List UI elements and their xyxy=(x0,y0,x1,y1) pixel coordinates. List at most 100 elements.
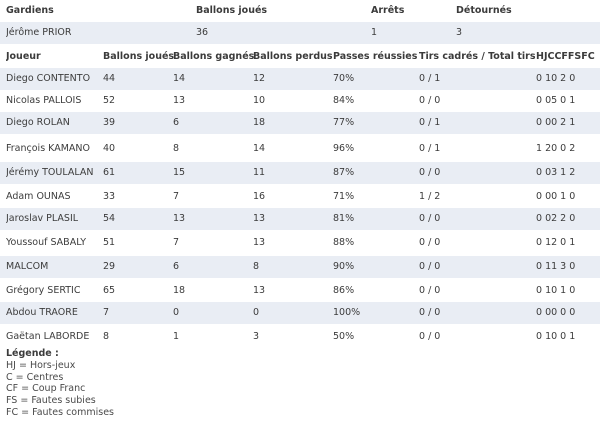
player-name: Abdou TRAORE xyxy=(6,307,78,318)
player-codes: 0 02 2 0 xyxy=(536,213,576,224)
player-codes: 0 00 1 0 xyxy=(536,191,576,202)
player-balls-won: 15 xyxy=(173,167,186,178)
col-header-detournes: Détournés xyxy=(456,5,512,16)
player-name: Jérémy TOULALAN xyxy=(6,167,94,178)
player-passes: 90% xyxy=(333,261,355,272)
player-balls-won: 7 xyxy=(173,237,180,248)
player-balls-won: 13 xyxy=(173,95,186,106)
legend-item: FS = Fautes subies xyxy=(6,395,96,407)
player-shots: 0 / 1 xyxy=(419,117,441,128)
player-shots: 0 / 0 xyxy=(419,213,441,224)
col-header-ballons-joues: Ballons joués xyxy=(196,5,268,16)
col-header-gardiens: Gardiens xyxy=(6,5,54,16)
players-header-row: Joueur Ballons joués Ballons gagnés Ball… xyxy=(0,46,600,68)
player-row: Jérémy TOULALAN 61 15 11 87% 0 / 0 0 03 … xyxy=(0,162,600,184)
col-header-joueur: Joueur xyxy=(6,51,41,62)
player-name: Grégory SERTIC xyxy=(6,285,81,296)
player-shots: 0 / 1 xyxy=(419,73,441,84)
player-codes: 0 11 3 0 xyxy=(536,261,576,272)
player-passes: 71% xyxy=(333,191,355,202)
player-codes: 0 05 0 1 xyxy=(536,95,576,106)
player-passes: 88% xyxy=(333,237,355,248)
player-shots: 0 / 0 xyxy=(419,285,441,296)
player-balls-lost: 14 xyxy=(253,143,266,154)
player-passes: 96% xyxy=(333,143,355,154)
player-row: MALCOM 29 6 8 90% 0 / 0 0 11 3 0 xyxy=(0,256,600,278)
player-balls-played: 65 xyxy=(103,285,116,296)
legend-item: HJ = Hors-jeux xyxy=(6,359,76,371)
goalkeeper-balls-played: 36 xyxy=(196,27,209,38)
player-passes: 81% xyxy=(333,213,355,224)
player-row: Nicolas PALLOIS 52 13 10 84% 0 / 0 0 05 … xyxy=(0,90,600,112)
player-balls-lost: 13 xyxy=(253,213,266,224)
player-balls-won: 7 xyxy=(173,191,180,202)
legend-item: C = Centres xyxy=(6,371,64,383)
player-balls-played: 54 xyxy=(103,213,116,224)
player-row: Diego ROLAN 39 6 18 77% 0 / 1 0 00 2 1 xyxy=(0,112,600,134)
player-name: Diego CONTENTO xyxy=(6,73,91,84)
player-balls-lost: 11 xyxy=(253,167,266,178)
player-row: Gaëtan LABORDE 8 1 3 50% 0 / 0 0 10 0 1 xyxy=(0,326,600,348)
legend-item: FC = Fautes commises xyxy=(6,406,114,418)
col-header-ballons-joues: Ballons joués xyxy=(103,51,175,62)
player-row: Grégory SERTIC 65 18 13 86% 0 / 0 0 10 1… xyxy=(0,280,600,302)
player-name: Jaroslav PLASIL xyxy=(6,213,79,224)
player-passes: 70% xyxy=(333,73,355,84)
col-header-tirs: Tirs cadrés / Total tirs xyxy=(419,51,536,62)
player-codes: 0 00 2 1 xyxy=(536,117,576,128)
goalkeeper-deflected: 3 xyxy=(456,27,463,38)
player-balls-won: 1 xyxy=(173,331,180,342)
goalkeeper-saves: 1 xyxy=(371,27,378,38)
goalkeeper-name: Jérôme PRIOR xyxy=(6,27,72,38)
player-row: François KAMANO 40 8 14 96% 0 / 1 1 20 0… xyxy=(0,138,600,160)
player-row: Adam OUNAS 33 7 16 71% 1 / 2 0 00 1 0 xyxy=(0,186,600,208)
player-balls-lost: 10 xyxy=(253,95,266,106)
player-name: François KAMANO xyxy=(6,143,91,154)
player-passes: 84% xyxy=(333,95,355,106)
player-balls-won: 8 xyxy=(173,143,180,154)
player-name: Nicolas PALLOIS xyxy=(6,95,82,106)
player-shots: 0 / 0 xyxy=(419,95,441,106)
player-balls-played: 44 xyxy=(103,73,116,84)
player-balls-played: 61 xyxy=(103,167,116,178)
col-header-ballons-perdus: Ballons perdus xyxy=(253,51,333,62)
player-name: Adam OUNAS xyxy=(6,191,71,202)
player-row: Diego CONTENTO 44 14 12 70% 0 / 1 0 10 2… xyxy=(0,68,600,90)
player-codes: 0 03 1 2 xyxy=(536,167,576,178)
player-codes: 0 10 2 0 xyxy=(536,73,576,84)
player-balls-lost: 12 xyxy=(253,73,266,84)
player-codes: 0 00 0 0 xyxy=(536,307,576,318)
player-shots: 0 / 0 xyxy=(419,167,441,178)
player-balls-played: 51 xyxy=(103,237,116,248)
player-passes: 50% xyxy=(333,331,355,342)
player-balls-played: 29 xyxy=(103,261,116,272)
col-header-passes-reussies: Passes réussies xyxy=(333,51,418,62)
player-balls-won: 14 xyxy=(173,73,186,84)
goalkeeper-row: Jérôme PRIOR 36 1 3 xyxy=(0,22,600,44)
player-balls-played: 52 xyxy=(103,95,116,106)
player-balls-played: 40 xyxy=(103,143,116,154)
player-balls-won: 0 xyxy=(173,307,180,318)
player-codes: 0 10 1 0 xyxy=(536,285,576,296)
player-passes: 77% xyxy=(333,117,355,128)
legend-item: CF = Coup Franc xyxy=(6,383,86,395)
player-balls-played: 33 xyxy=(103,191,116,202)
player-codes: 0 12 0 1 xyxy=(536,237,576,248)
player-shots: 0 / 1 xyxy=(419,143,441,154)
player-codes: 1 20 0 2 xyxy=(536,143,576,154)
player-balls-won: 6 xyxy=(173,117,180,128)
player-balls-lost: 18 xyxy=(253,117,266,128)
player-row: Youssouf SABALY 51 7 13 88% 0 / 0 0 12 0… xyxy=(0,232,600,254)
player-balls-lost: 13 xyxy=(253,237,266,248)
legend-title: Légende : xyxy=(6,348,59,359)
player-balls-lost: 13 xyxy=(253,285,266,296)
player-balls-played: 8 xyxy=(103,331,110,342)
player-balls-lost: 3 xyxy=(253,331,260,342)
col-header-codes: HJCCFFSFC xyxy=(536,51,595,62)
player-balls-played: 39 xyxy=(103,117,116,128)
legend: Légende : HJ = Hors-jeux C = Centres CF … xyxy=(6,348,306,419)
player-passes: 100% xyxy=(333,307,361,318)
goalkeepers-header-row: Gardiens Ballons joués Arrêts Détournés xyxy=(0,0,600,22)
col-header-arrets: Arrêts xyxy=(371,5,405,16)
player-shots: 1 / 2 xyxy=(419,191,441,202)
